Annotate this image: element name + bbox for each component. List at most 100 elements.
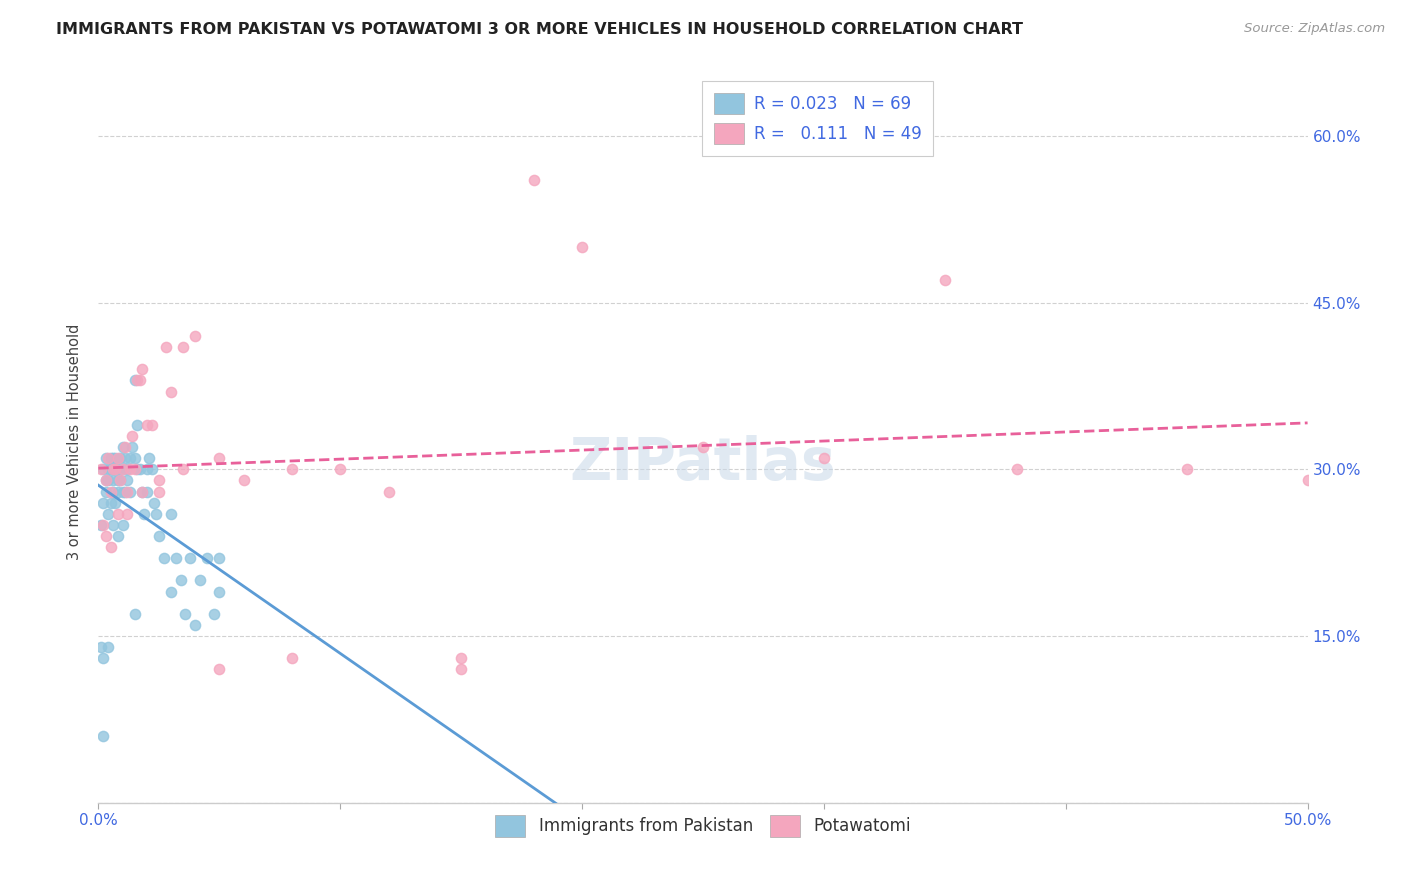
Point [127, 462, 149, 476]
Point [152, 551, 174, 566]
Point [107, 462, 129, 476]
Point [148, 529, 170, 543]
Point [117, 507, 139, 521]
Point [128, 462, 150, 476]
Point [107, 484, 129, 499]
Point [114, 440, 136, 454]
Point [108, 474, 131, 488]
Point [131, 362, 153, 376]
Point [97, 507, 120, 521]
Point [160, 384, 183, 399]
Point [107, 451, 129, 466]
Point [107, 529, 129, 543]
Point [124, 451, 146, 466]
Point [100, 540, 122, 554]
Point [91, 462, 114, 476]
Point [90, 517, 112, 532]
Point [124, 373, 146, 387]
Point [101, 484, 124, 499]
Point [160, 507, 183, 521]
Point [118, 451, 141, 466]
Point [208, 584, 231, 599]
Point [97, 451, 120, 466]
Point [100, 451, 122, 466]
Point [934, 273, 956, 287]
Point [101, 451, 124, 466]
Point [692, 440, 714, 454]
Point [1007, 462, 1029, 476]
Point [195, 551, 218, 566]
Point [135, 462, 157, 476]
Point [90, 640, 112, 655]
Point [148, 474, 170, 488]
Point [101, 517, 124, 532]
Point [281, 651, 304, 665]
Point [165, 551, 187, 566]
Point [94, 451, 117, 466]
Point [117, 474, 139, 488]
Point [97, 640, 120, 655]
Point [91, 517, 114, 532]
Point [155, 340, 177, 354]
Point [169, 574, 191, 588]
Point [97, 462, 120, 476]
Point [184, 329, 207, 343]
Point [174, 607, 197, 621]
Point [138, 451, 160, 466]
Point [450, 651, 472, 665]
Point [141, 417, 163, 432]
Point [124, 462, 146, 476]
Point [104, 462, 127, 476]
Point [94, 474, 117, 488]
Y-axis label: 3 or more Vehicles in Household: 3 or more Vehicles in Household [67, 324, 83, 559]
Point [104, 462, 127, 476]
Point [571, 240, 593, 254]
Point [135, 417, 157, 432]
Point [523, 173, 546, 187]
Point [131, 484, 153, 499]
Point [100, 462, 122, 476]
Point [813, 451, 835, 466]
Point [127, 373, 149, 387]
Point [118, 484, 141, 499]
Point [107, 507, 129, 521]
Point [118, 462, 141, 476]
Point [117, 462, 139, 476]
Point [1175, 462, 1198, 476]
Point [121, 429, 143, 443]
Point [145, 507, 167, 521]
Point [128, 373, 150, 387]
Point [101, 462, 124, 476]
Point [143, 496, 166, 510]
Point [127, 417, 149, 432]
Point [124, 607, 146, 621]
Point [450, 662, 472, 676]
Point [204, 607, 226, 621]
Point [131, 484, 153, 499]
Point [111, 440, 134, 454]
Point [208, 551, 231, 566]
Point [114, 451, 136, 466]
Point [107, 474, 129, 488]
Point [135, 484, 157, 499]
Point [208, 662, 231, 676]
Text: ZIPatlas: ZIPatlas [569, 434, 837, 491]
Text: IMMIGRANTS FROM PAKISTAN VS POTAWATOMI 3 OR MORE VEHICLES IN HOUSEHOLD CORRELATI: IMMIGRANTS FROM PAKISTAN VS POTAWATOMI 3… [56, 22, 1024, 37]
Point [232, 474, 254, 488]
Point [111, 517, 134, 532]
Point [94, 484, 117, 499]
Point [114, 484, 136, 499]
Text: Source: ZipAtlas.com: Source: ZipAtlas.com [1244, 22, 1385, 36]
Point [121, 440, 143, 454]
Point [281, 462, 304, 476]
Point [101, 462, 124, 476]
Point [108, 451, 131, 466]
Point [1296, 474, 1319, 488]
Legend: Immigrants from Pakistan, Potawatomi: Immigrants from Pakistan, Potawatomi [486, 807, 920, 845]
Point [117, 484, 139, 499]
Point [91, 651, 114, 665]
Point [329, 462, 352, 476]
Point [104, 451, 127, 466]
Point [94, 529, 117, 543]
Point [91, 496, 114, 510]
